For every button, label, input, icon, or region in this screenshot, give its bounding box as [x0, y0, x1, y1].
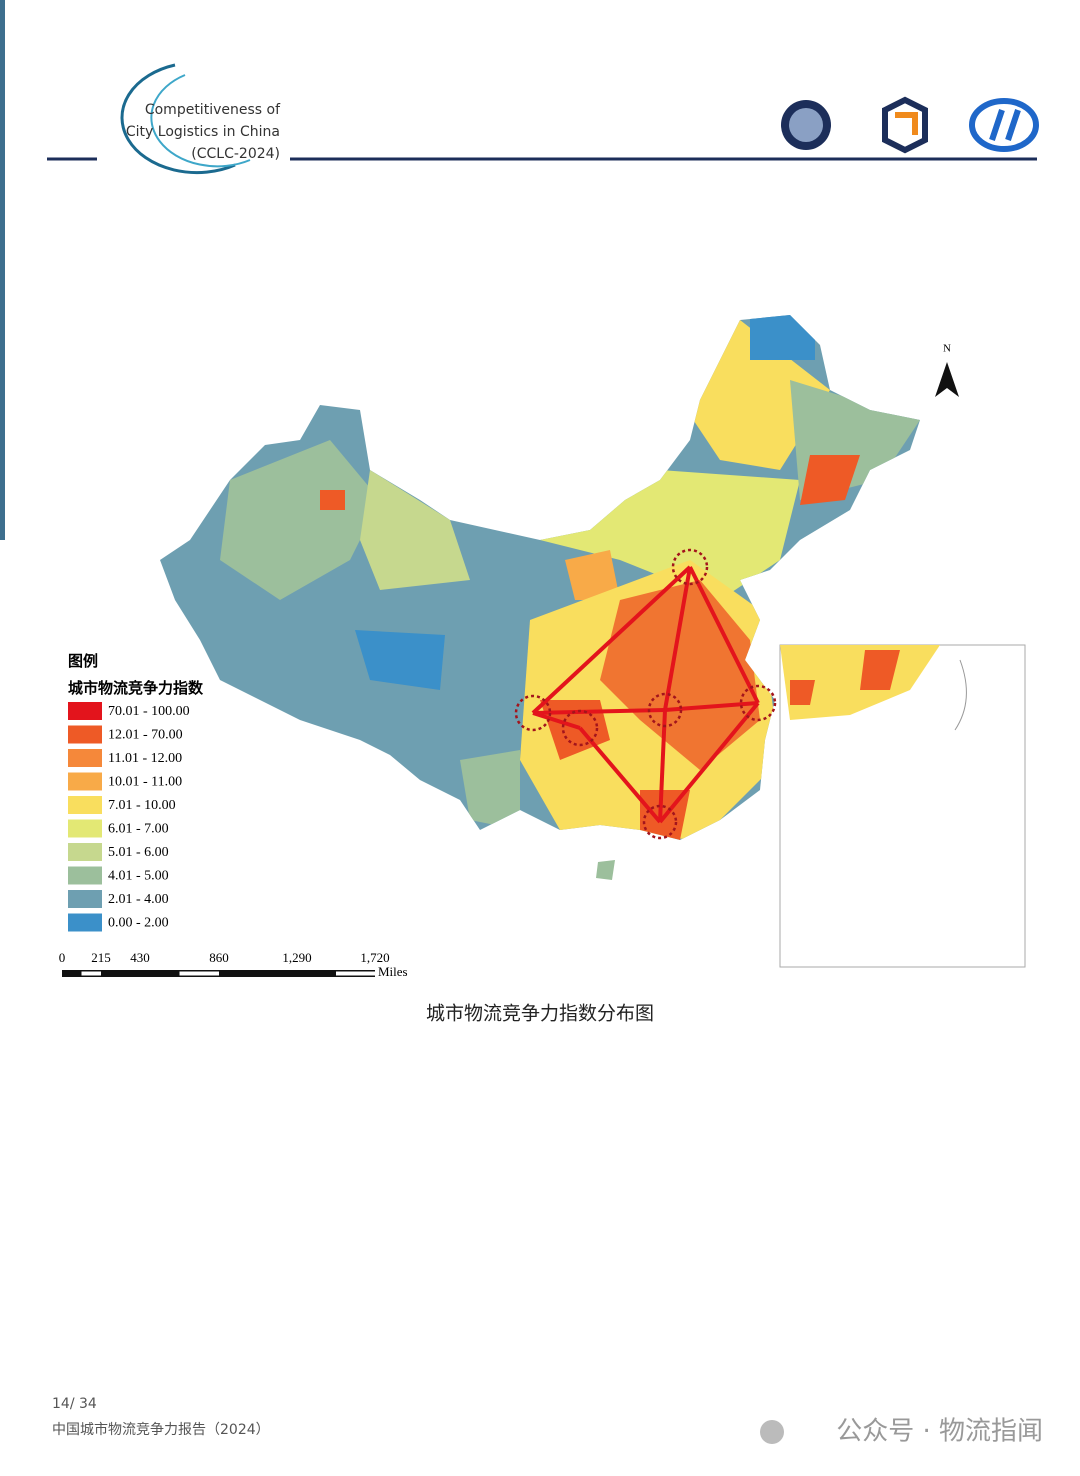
region — [460, 750, 520, 830]
scale-segment — [219, 970, 297, 977]
city-circles — [514, 548, 777, 840]
legend-subtitle: 城市物流竞争力指数 — [68, 679, 204, 697]
island — [596, 860, 615, 880]
scale-segment — [336, 971, 375, 976]
header: Competitiveness of City Logistics in Chi… — [47, 63, 1039, 175]
logo-text: Competitiveness of — [145, 102, 281, 118]
legend-swatch — [68, 819, 102, 838]
logo-text: (CCLC-2024) — [191, 146, 280, 162]
partner-logo — [789, 108, 823, 142]
scale-segment — [81, 971, 101, 976]
region — [320, 490, 345, 510]
legend: 70.01 - 100.00 12.01 - 70.00 11.01 - 12.00… — [68, 702, 190, 932]
legend-label: 5.01 - 6.00 — [108, 845, 169, 860]
legend-title: 图例 — [68, 652, 98, 670]
legend-label: 11.01 - 12.00 — [108, 751, 182, 766]
region — [800, 455, 860, 505]
region — [220, 440, 380, 600]
legend-swatch — [68, 796, 102, 814]
legend-label: 4.01 - 5.00 — [108, 869, 169, 884]
legend-label: 12.01 - 70.00 — [108, 728, 183, 743]
legend-swatch — [68, 913, 102, 932]
edge-strip — [0, 0, 5, 540]
inset-map — [780, 645, 967, 731]
corridors — [531, 565, 760, 824]
legend-label: 70.01 - 100.00 — [108, 704, 190, 719]
scale-segment — [179, 971, 219, 976]
legend-swatch — [68, 843, 102, 861]
region — [750, 315, 815, 360]
scale-segment — [101, 970, 140, 977]
region — [355, 630, 445, 690]
legend-swatch — [68, 866, 102, 885]
region — [360, 470, 470, 590]
region — [565, 550, 620, 600]
legend-label: 0.00 - 2.00 — [108, 916, 169, 931]
caption: 城市物流竞争力指数分布图 — [426, 1003, 654, 1025]
logo-arc — [150, 74, 251, 168]
logo-arc — [120, 63, 236, 175]
logo-text: City Logistics in China — [126, 124, 280, 140]
scale-label: 215 — [91, 950, 111, 965]
legend-swatch — [68, 749, 102, 767]
partner-logo — [969, 98, 1039, 152]
legend-label: 6.01 - 7.00 — [108, 822, 169, 837]
scale-label: 1,290 — [282, 950, 311, 965]
legend-swatch — [68, 772, 102, 791]
scale-label: 860 — [209, 950, 229, 965]
scale-label: 1,720 — [360, 950, 389, 965]
scale-unit: Miles — [378, 964, 408, 979]
legend-label: 10.01 - 11.00 — [108, 775, 182, 790]
scale-label: 0 — [59, 950, 66, 965]
partner-logo — [989, 109, 1021, 141]
partner-logo — [882, 96, 928, 154]
legend-swatch — [68, 890, 102, 908]
page-number: 14/ 34 — [52, 1396, 97, 1412]
legend-label: 2.01 - 4.00 — [108, 892, 169, 907]
north-arrow — [935, 362, 959, 397]
legend-swatch — [68, 725, 102, 744]
partner-logo — [895, 112, 918, 135]
report-name: 中国城市物流竞争力报告（2024） — [52, 1421, 270, 1438]
legend-label: 7.01 - 10.00 — [108, 798, 176, 813]
legend-swatch — [68, 702, 102, 720]
watermark: 公众号 · 物流指闻 — [836, 1417, 1043, 1447]
north-label: N — [943, 343, 951, 355]
wechat-icon — [760, 1420, 784, 1444]
scale-label: 430 — [130, 950, 150, 965]
